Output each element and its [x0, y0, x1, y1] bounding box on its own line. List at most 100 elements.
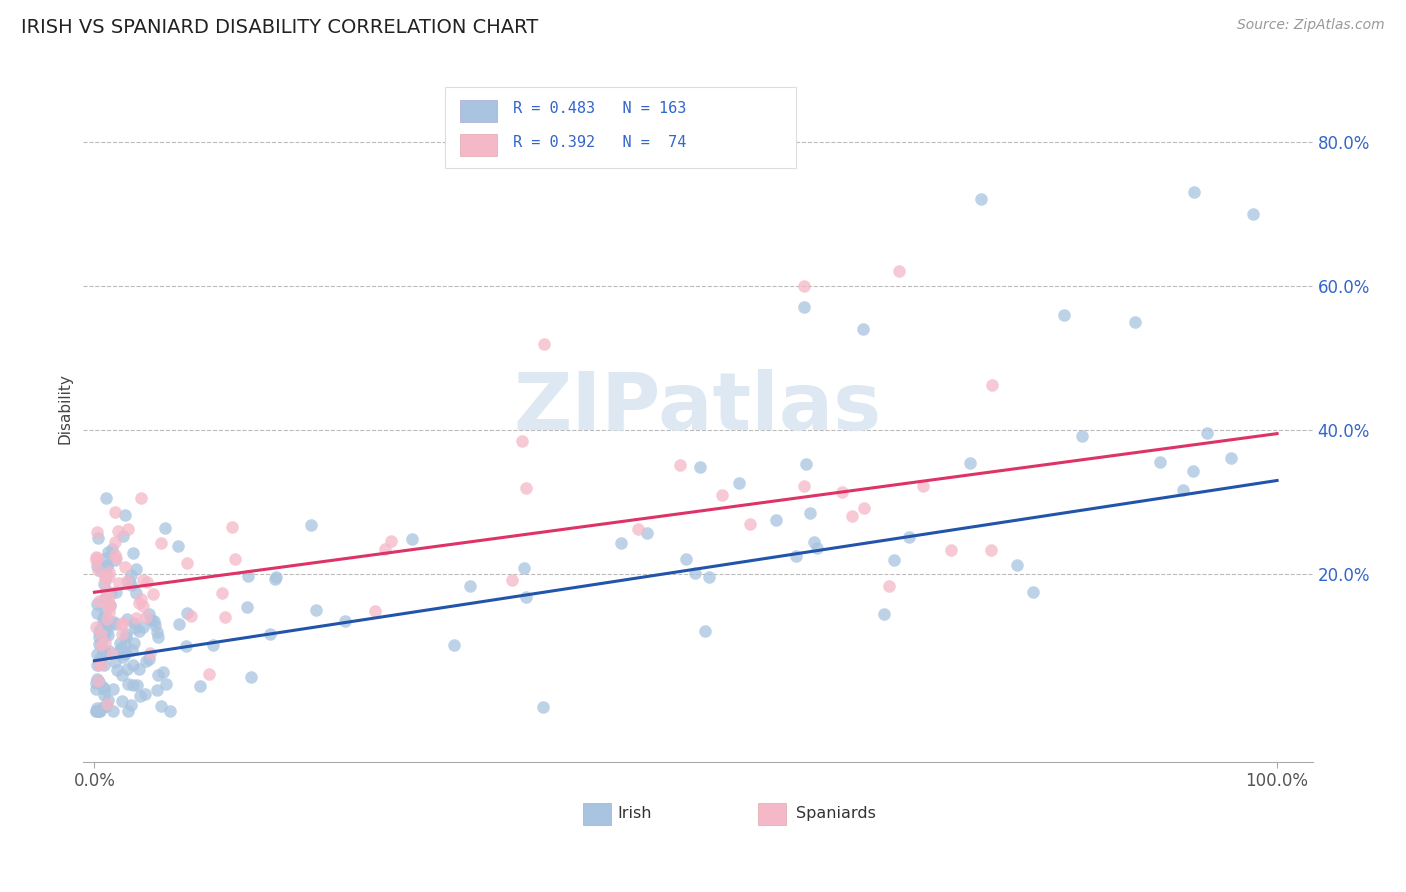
Point	[97, 628, 120, 642]
Point	[153, 521, 176, 535]
Point	[89, 657, 111, 672]
Point	[89, 625, 111, 640]
Point	[117, 522, 139, 536]
Point	[96, 558, 118, 572]
Point	[90, 627, 112, 641]
Point	[793, 479, 815, 493]
Point	[887, 264, 910, 278]
Point	[806, 541, 828, 555]
Point	[693, 624, 716, 638]
Point	[97, 565, 120, 579]
Point	[122, 657, 145, 672]
Point	[831, 485, 853, 500]
Point	[129, 591, 152, 606]
Point	[510, 434, 533, 449]
Point	[139, 646, 162, 660]
Point	[115, 630, 138, 644]
Point	[86, 657, 108, 672]
Point	[135, 610, 157, 624]
Point	[959, 456, 981, 470]
Point	[93, 630, 115, 644]
Point	[90, 627, 112, 641]
Point	[139, 614, 162, 628]
Point	[94, 591, 117, 606]
Point	[120, 578, 142, 592]
Point	[669, 458, 692, 472]
Point	[1182, 185, 1205, 199]
Point	[197, 667, 219, 681]
Text: Source: ZipAtlas.com: Source: ZipAtlas.com	[1237, 18, 1385, 32]
Point	[101, 704, 124, 718]
Point	[89, 657, 111, 671]
Point	[97, 590, 120, 604]
Point	[939, 543, 962, 558]
Point	[609, 536, 631, 550]
Point	[111, 649, 134, 664]
Point	[374, 542, 396, 557]
Point	[87, 674, 110, 689]
Point	[128, 662, 150, 676]
Point	[96, 596, 118, 610]
FancyBboxPatch shape	[446, 87, 796, 169]
Point	[107, 524, 129, 538]
Point	[132, 573, 155, 587]
Point	[132, 599, 155, 614]
Point	[87, 594, 110, 608]
Point	[689, 459, 711, 474]
Point	[765, 513, 787, 527]
Point	[180, 608, 202, 623]
Point	[112, 615, 135, 630]
Point	[211, 585, 233, 599]
Point	[103, 535, 125, 549]
Point	[97, 693, 120, 707]
Point	[98, 599, 121, 614]
Point	[87, 564, 110, 578]
Point	[124, 621, 146, 635]
Point	[89, 650, 111, 665]
Point	[380, 533, 402, 548]
Point	[263, 573, 285, 587]
Point	[146, 683, 169, 698]
Point	[93, 615, 115, 630]
Point	[115, 646, 138, 660]
Point	[96, 570, 118, 584]
Point	[627, 522, 650, 536]
Point	[129, 491, 152, 506]
Point	[110, 617, 132, 632]
Point	[531, 700, 554, 714]
Point	[94, 569, 117, 583]
Point	[970, 192, 993, 206]
Point	[235, 599, 257, 614]
Point	[89, 656, 111, 670]
Point	[675, 552, 697, 566]
Point	[443, 638, 465, 652]
Point	[803, 535, 825, 549]
Point	[115, 612, 138, 626]
Y-axis label: Disability: Disability	[58, 373, 72, 444]
Point	[96, 697, 118, 711]
Text: R = 0.392   N =  74: R = 0.392 N = 74	[513, 135, 686, 150]
Text: IRISH VS SPANIARD DISABILITY CORRELATION CHART: IRISH VS SPANIARD DISABILITY CORRELATION…	[21, 18, 538, 37]
Point	[90, 635, 112, 649]
Point	[134, 687, 156, 701]
Point	[841, 508, 863, 523]
Point	[97, 570, 120, 584]
FancyBboxPatch shape	[460, 134, 498, 156]
Point	[103, 615, 125, 629]
Text: Irish: Irish	[617, 806, 652, 822]
Point	[305, 603, 328, 617]
Point	[799, 506, 821, 520]
Point	[458, 579, 481, 593]
Point	[135, 575, 157, 590]
Point	[104, 585, 127, 599]
Point	[685, 566, 707, 581]
Point	[110, 635, 132, 649]
Point	[121, 546, 143, 560]
Point	[117, 704, 139, 718]
Point	[86, 647, 108, 661]
Point	[101, 647, 124, 661]
Point	[132, 620, 155, 634]
Point	[91, 699, 114, 714]
Point	[90, 657, 112, 672]
Point	[364, 604, 387, 618]
